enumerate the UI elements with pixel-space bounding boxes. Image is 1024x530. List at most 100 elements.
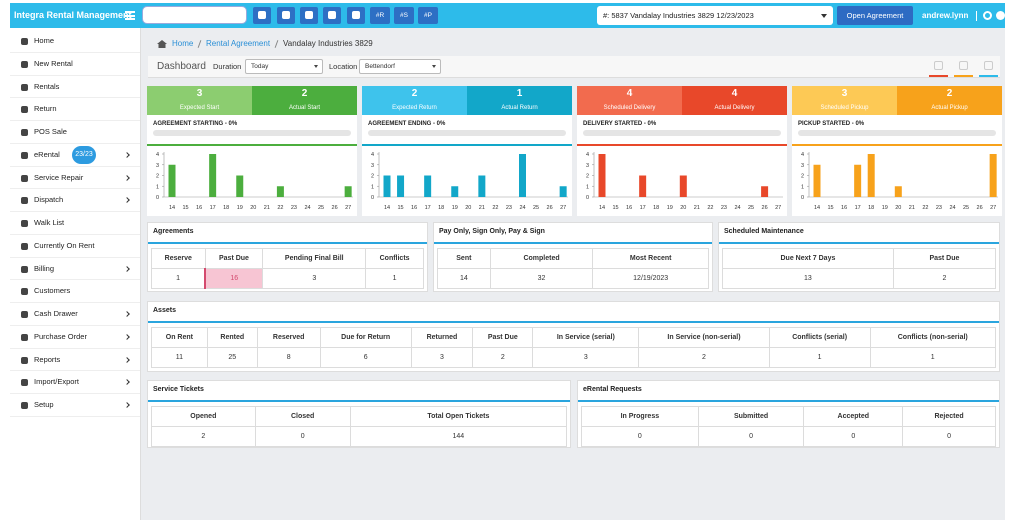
user-name[interactable]: andrew.lynn xyxy=(922,11,969,20)
column-value[interactable]: 14 xyxy=(437,268,491,289)
open-agreement-button[interactable]: Open Agreement xyxy=(837,6,913,25)
sidebar-item[interactable]: Currently On Rent xyxy=(10,235,140,258)
column-value[interactable]: 12/19/2023 xyxy=(592,268,709,289)
agreement-select[interactable]: #: 5837 Vandalay Industries 3829 12/23/2… xyxy=(597,6,833,25)
quick-button[interactable]: #P xyxy=(418,7,438,24)
location-select[interactable]: Bettendorf xyxy=(359,59,441,74)
sidebar-chevron xyxy=(124,151,130,158)
y-tick-label: 2 xyxy=(371,174,374,180)
sidebar-item[interactable]: POS Sale xyxy=(10,121,140,144)
panel-tool[interactable] xyxy=(934,61,943,70)
x-tick-label: 22 xyxy=(707,205,713,211)
sidebar-item[interactable]: Billing xyxy=(10,258,140,281)
sidebar-label: Import/Export xyxy=(34,377,80,387)
breadcrumb-item[interactable]: Home xyxy=(172,39,194,48)
column-value[interactable]: 144 xyxy=(349,426,568,447)
header-row: Due Next 7 Days Past Due xyxy=(722,248,997,269)
sidebar-label: Currently On Rent xyxy=(34,240,95,250)
column-value[interactable]: 0 xyxy=(902,426,996,447)
column-value[interactable]: 0 xyxy=(581,426,699,447)
y-tick-label: 4 xyxy=(801,152,804,158)
column-header: In Service (serial) xyxy=(532,327,640,348)
column-value[interactable]: 2 xyxy=(151,426,256,447)
sidebar-item[interactable]: Service Repair xyxy=(10,167,140,190)
sidebar-item[interactable]: Rentals xyxy=(10,76,140,99)
x-tick-label: 18 xyxy=(868,205,874,211)
sidebar-item[interactable]: Home xyxy=(10,30,140,53)
sidebar-item[interactable]: New Rental xyxy=(10,53,140,76)
column-value[interactable]: 11 xyxy=(151,347,208,368)
x-tick-label: 14 xyxy=(169,205,175,211)
search-input[interactable] xyxy=(142,6,247,24)
column-value[interactable]: 1 xyxy=(768,347,871,368)
location-select-text: Bettendorf xyxy=(365,63,395,70)
column-value[interactable]: 32 xyxy=(489,268,594,289)
icon-button[interactable] xyxy=(323,7,341,24)
column-value[interactable]: 0 xyxy=(803,426,904,447)
breadcrumb-item[interactable]: Rental Agreement xyxy=(206,39,271,48)
quick-button[interactable]: #R xyxy=(370,7,390,24)
column-value[interactable]: 2 xyxy=(892,268,997,289)
column-value[interactable]: 2 xyxy=(638,347,770,368)
sidebar-item[interactable]: Walk List xyxy=(10,212,140,235)
app-title: Integra Rental Management xyxy=(14,10,132,20)
sidebar-item[interactable]: Cash Drawer xyxy=(10,303,140,326)
column-header: Accepted xyxy=(803,406,904,427)
stat-tile[interactable]: 2 Actual Start xyxy=(252,86,357,115)
settings-icon[interactable] xyxy=(983,11,992,20)
panel-tool[interactable] xyxy=(984,61,993,70)
column-value[interactable]: 6 xyxy=(319,347,412,368)
sidebar-item[interactable]: eRental 23/23 xyxy=(10,144,140,167)
stat-tile[interactable]: 2 Actual Pickup xyxy=(897,86,1002,115)
card-title-underline xyxy=(434,242,712,244)
column-value[interactable]: 3 xyxy=(262,268,367,289)
sidebar-item[interactable]: Dispatch xyxy=(10,189,140,212)
bar xyxy=(519,154,526,197)
column-value[interactable]: 1 xyxy=(151,268,206,289)
sidebar-item[interactable]: Purchase Order xyxy=(10,326,140,349)
panel-tool[interactable] xyxy=(959,61,968,70)
dashboard-title: Dashboard xyxy=(157,61,206,72)
menu-toggle[interactable] xyxy=(125,11,135,20)
sidebar-label: Customers xyxy=(34,286,71,296)
column-value[interactable]: 0 xyxy=(254,426,351,447)
column-header: Completed xyxy=(489,248,594,269)
stat-tile[interactable]: 1 Actual Return xyxy=(467,86,572,115)
column-value[interactable]: 3 xyxy=(410,347,474,368)
column-header: Most Recent xyxy=(592,248,709,269)
stat-tile[interactable]: 4 Scheduled Delivery xyxy=(577,86,682,115)
column-value[interactable]: 1 xyxy=(869,347,996,368)
stat-label: Actual Return xyxy=(501,105,538,111)
stat-tile[interactable]: 3 Expected Start xyxy=(147,86,252,115)
duration-select[interactable]: Today xyxy=(245,59,323,74)
help-icon[interactable] xyxy=(996,11,1005,20)
icon-button[interactable] xyxy=(347,7,365,24)
column-value[interactable]: 2 xyxy=(472,347,534,368)
summary-card: Service Tickets Opened Closed Total Open Ti… xyxy=(147,380,571,448)
column-value[interactable]: 16 xyxy=(204,268,264,289)
column-value[interactable]: 25 xyxy=(206,347,258,368)
sidebar-item[interactable]: Import/Export xyxy=(10,371,140,394)
sidebar-item[interactable]: Reports xyxy=(10,349,140,372)
column-value[interactable]: 3 xyxy=(532,347,640,368)
column-value[interactable]: 13 xyxy=(722,268,894,289)
quick-button[interactable]: #S xyxy=(394,7,414,24)
stat-tile[interactable]: 2 Expected Return xyxy=(362,86,467,115)
stat-value: 3 xyxy=(841,88,848,99)
card-table: Opened Closed Total Open Tickets 2 0 144 xyxy=(151,406,568,447)
stat-tile[interactable]: 3 Scheduled Pickup xyxy=(792,86,897,115)
sidebar-item[interactable]: Return xyxy=(10,98,140,121)
icon-button[interactable] xyxy=(300,7,318,24)
stat-tile[interactable]: 4 Actual Delivery xyxy=(682,86,787,115)
icon-button[interactable] xyxy=(277,7,295,24)
accent-line xyxy=(362,144,572,146)
column-value[interactable]: 8 xyxy=(256,347,321,368)
column-value[interactable]: 0 xyxy=(697,426,805,447)
header-row: Reserve Past Due Pending Final Bill Conflic… xyxy=(151,248,424,269)
sidebar-item[interactable]: Customers xyxy=(10,280,140,303)
column-value[interactable]: 1 xyxy=(365,268,424,289)
stat-value: 4 xyxy=(626,88,633,99)
sidebar-chevron xyxy=(124,333,130,340)
sidebar-item[interactable]: Setup xyxy=(10,394,140,417)
icon-button[interactable] xyxy=(253,7,271,24)
